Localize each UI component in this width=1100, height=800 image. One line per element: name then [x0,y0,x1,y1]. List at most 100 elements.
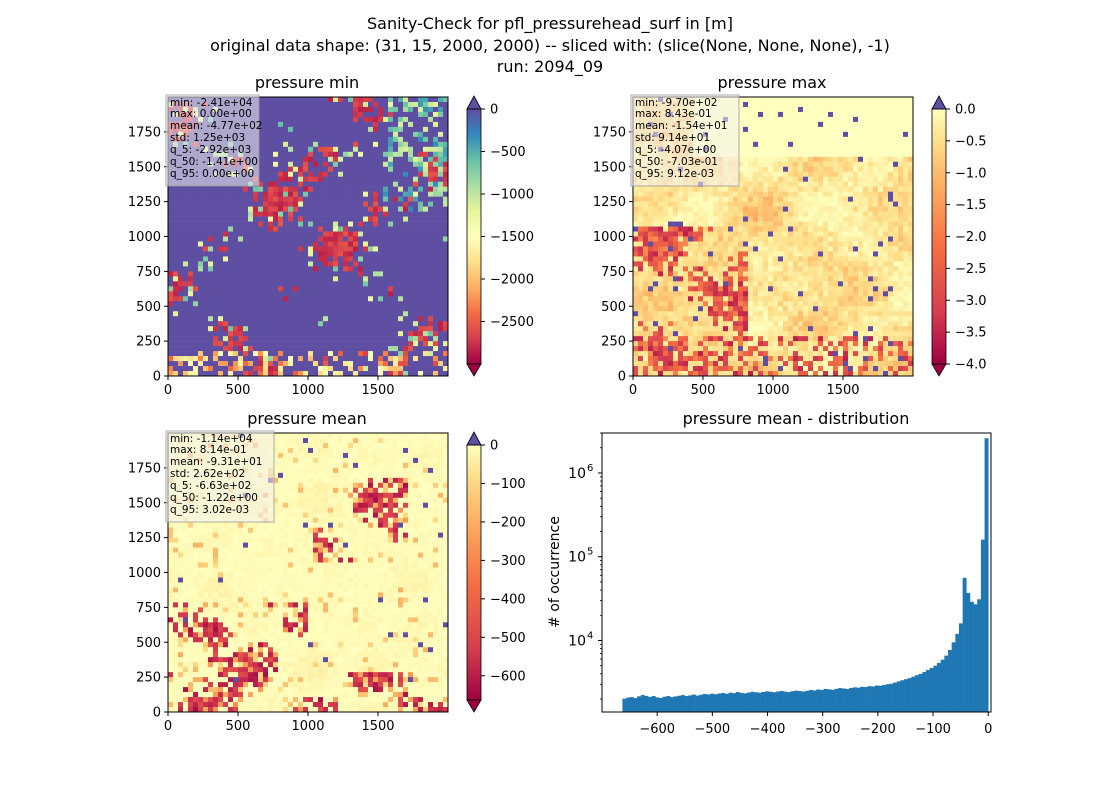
heatmap-cell [418,121,424,128]
heatmap-cell [418,161,424,168]
heatmap-cell [893,211,899,217]
heatmap-cell [378,116,384,123]
colorbar: 0−500−1000−1500−2000−2500 [466,95,534,377]
heatmap-cell [213,191,219,197]
heatmap-cell [398,126,404,133]
heatmap-cell [903,146,909,153]
heatmap-cell [688,221,694,227]
heatmap-cell [368,131,374,138]
heatmap-cell [883,206,889,212]
heatmap-cell [173,371,179,377]
heatmap-cell [188,306,194,312]
heatmap-cell [188,266,194,272]
heatmap-cell [373,226,379,232]
heatmap-cell [258,336,264,342]
heatmap-cell [778,251,784,257]
heatmap-cell [268,121,274,128]
heatmap-cell [843,206,849,212]
heatmap-cell [418,176,424,182]
heatmap-cell [353,266,359,272]
heatmap-cell [248,256,254,262]
heatmap-cell [333,116,339,123]
heatmap-cell [898,176,904,182]
heatmap-cell [303,361,309,367]
heatmap-cell [808,216,814,222]
heatmap-cell [403,206,409,212]
heatmap-cell [723,196,729,202]
heatmap-cell [368,221,374,227]
heatmap-cell [238,356,244,362]
heatmap-cell [863,131,869,138]
heatmap-cell [408,301,414,307]
heatmap-cell [413,301,419,307]
heatmap-cell [793,171,799,178]
heatmap-cell [168,206,174,212]
heatmap-cell [768,191,774,197]
heatmap-cell [238,281,244,287]
heatmap-cell [833,131,839,138]
heatmap-cell [263,186,269,192]
heatmap-cell [768,161,774,168]
heatmap-cell [888,166,894,173]
heatmap-cell [373,116,379,123]
heatmap-cell [438,281,444,287]
heatmap-cell [848,136,854,143]
heatmap-cell [298,261,304,267]
heatmap-cell [683,226,689,232]
heatmap-cell [773,241,779,247]
heatmap-cell [308,236,314,242]
heatmap-cell [303,166,309,173]
heatmap-cell [188,246,194,252]
heatmap-cell [668,241,674,247]
heatmap-cell [888,151,894,158]
heatmap-cell [863,161,869,168]
heatmap-cell [393,306,399,312]
heatmap-cell [338,371,344,377]
heatmap-cell [873,191,879,197]
heatmap-cell [738,166,744,173]
heatmap-cell [173,211,179,217]
heatmap-cell [188,201,194,207]
heatmap-cell [888,111,894,118]
heatmap-cell [868,176,874,182]
heatmap-cell [833,136,839,143]
heatmap-cell [213,291,219,297]
heatmap-cell [443,356,449,362]
heatmap-cell [303,171,309,178]
heatmap-cell [773,221,779,227]
heatmap-cell [418,246,424,252]
heatmap-cell [818,246,824,252]
heatmap-cell [888,146,894,153]
heatmap-cell [783,191,789,197]
heatmap-cell [178,331,184,337]
heatmap-cell [203,191,209,197]
heatmap-cell [643,241,649,247]
heatmap-cell [423,151,429,158]
heatmap-cell [828,116,834,123]
heatmap-cell [193,326,199,332]
heatmap-cell [398,131,404,138]
heatmap-cell [388,221,394,227]
heatmap-cell [783,136,789,143]
heatmap-cell [333,331,339,337]
heatmap-cell [903,106,909,113]
heatmap-cell [208,311,214,317]
heatmap-cell [328,141,334,148]
heatmap-cell [683,236,689,242]
heatmap-cell [398,206,404,212]
heatmap-cell [743,241,749,247]
heatmap-cell [388,116,394,123]
heatmap-cell [408,146,414,153]
heatmap-cell [893,141,899,148]
heatmap-cell [273,256,279,262]
heatmap-cell [838,251,844,257]
heatmap-cell [663,236,669,242]
heatmap-cell [388,316,394,322]
heatmap-cell [218,296,224,302]
heatmap-cell [233,351,239,357]
heatmap-cell [393,341,399,347]
heatmap-cell [188,296,194,302]
heatmap-cell [383,201,389,207]
heatmap-cell [248,281,254,287]
heatmap-cell [288,301,294,307]
